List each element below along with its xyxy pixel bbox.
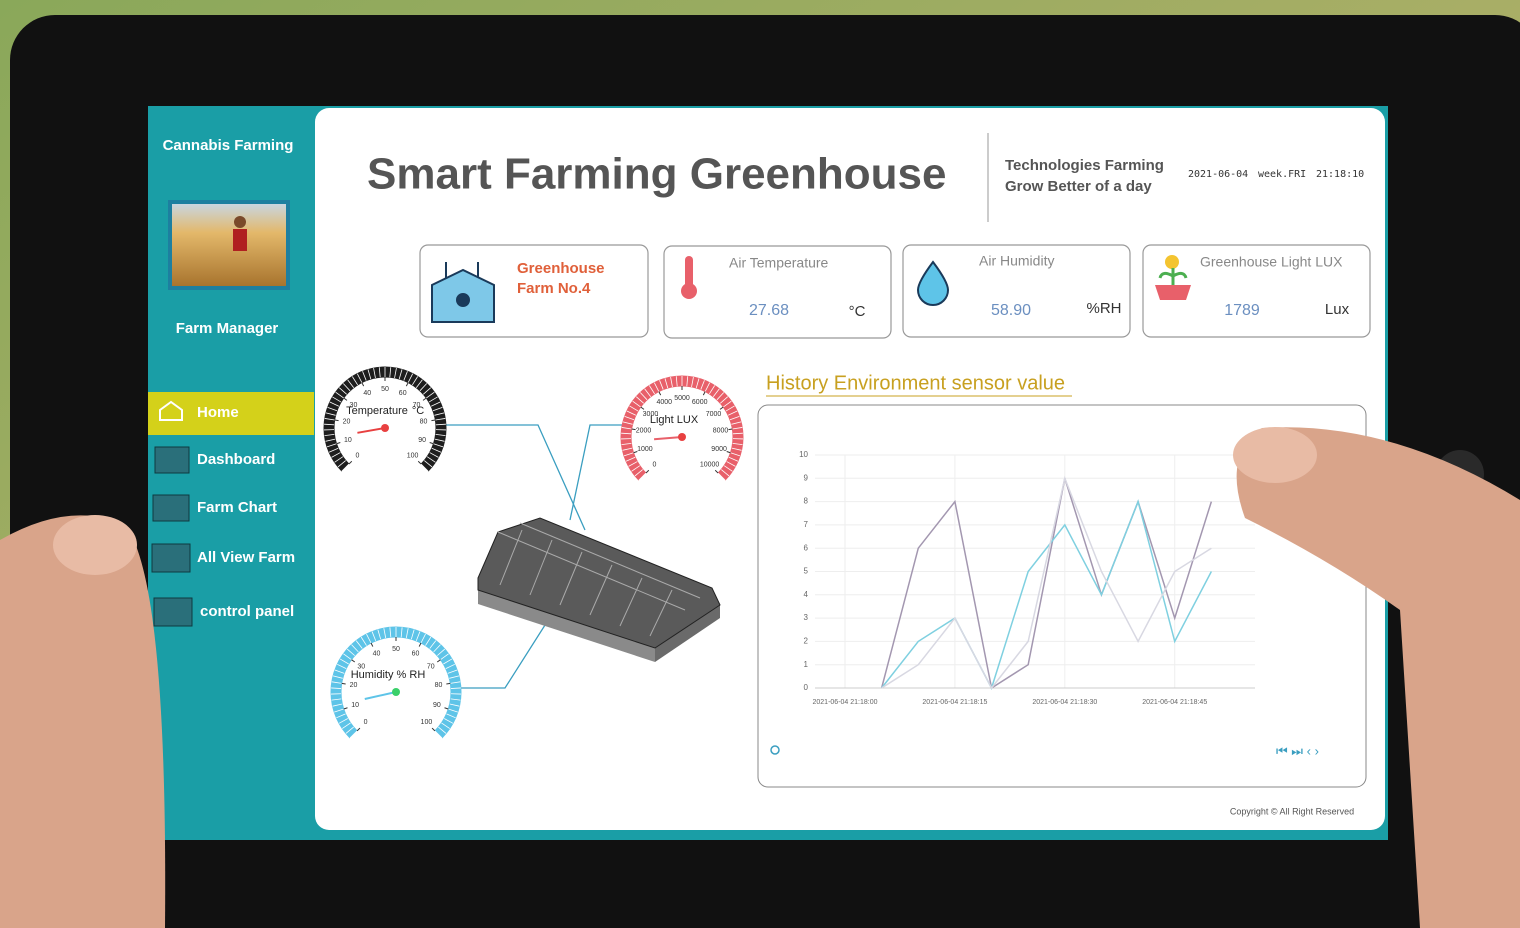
gauge-tick-label: 1000 xyxy=(637,446,653,453)
sun-icon xyxy=(1165,255,1179,269)
gauge-tick-label: 20 xyxy=(350,682,358,689)
gauge-tick xyxy=(431,420,435,421)
card-unit: °C xyxy=(849,303,866,320)
page: Cannabis Farming Farm Manager Home Dashb… xyxy=(0,0,1520,928)
x-tick-label: 2021-06-04 21:18:45 xyxy=(1142,699,1207,706)
card-subtitle: Farm No.4 xyxy=(517,280,591,297)
brand: Cannabis Farming xyxy=(163,137,294,154)
gauge-hub xyxy=(392,688,400,696)
gauge-tick-label: 10 xyxy=(344,437,352,444)
gauge-tick xyxy=(342,683,346,684)
menu-icon xyxy=(153,495,189,521)
card-label: Air Humidity xyxy=(979,253,1054,269)
gauge-tick-label: 90 xyxy=(433,702,441,709)
gauge-tick-label: 5000 xyxy=(674,395,690,402)
gauge-tick xyxy=(446,683,450,684)
farmer-head xyxy=(234,216,246,228)
card-unit: Lux xyxy=(1325,301,1350,318)
menu-item[interactable]: Dashboard xyxy=(197,451,275,468)
gauge-title: Temperature xyxy=(346,405,408,417)
gauge-hub xyxy=(678,433,686,441)
gauge-tick-label: 60 xyxy=(412,651,420,658)
thumbnail xyxy=(1233,427,1317,483)
gauge-tick-label: 60 xyxy=(399,390,407,397)
pot-icon xyxy=(1155,285,1191,300)
gauge-tick-label: 20 xyxy=(343,419,351,426)
y-tick-label: 6 xyxy=(804,543,809,552)
y-tick-label: 9 xyxy=(804,473,809,482)
gauge-tick-label: 0 xyxy=(364,719,368,726)
time: 21:18:10 xyxy=(1316,169,1364,180)
y-tick-label: 2 xyxy=(804,637,809,646)
menu-icon xyxy=(152,544,190,572)
menu-icon xyxy=(155,447,189,473)
y-tick-label: 0 xyxy=(804,683,809,692)
gauge-tick-label: 80 xyxy=(420,419,428,426)
y-tick-label: 1 xyxy=(804,660,809,669)
gauge-tick-label: 8000 xyxy=(713,428,729,435)
y-tick-label: 3 xyxy=(804,613,809,622)
slogan: Technologies Farming xyxy=(1005,157,1164,174)
menu-item[interactable]: Farm Chart xyxy=(197,499,277,516)
gauge-tick-label: 9000 xyxy=(711,446,727,453)
y-tick-label: 4 xyxy=(804,590,809,599)
y-tick-label: 8 xyxy=(804,497,809,506)
gauge-tick-label: 70 xyxy=(427,664,435,671)
card-label: Air Temperature xyxy=(729,255,829,271)
card-unit: %RH xyxy=(1086,300,1121,317)
gauge-tick-label: 50 xyxy=(381,386,389,393)
slogan: Grow Better of a day xyxy=(1005,178,1152,195)
gauge-tick-label: 10000 xyxy=(700,461,720,468)
card-value: 1789 xyxy=(1224,302,1260,319)
menu-icon xyxy=(154,598,192,626)
gauge-tick-label: 80 xyxy=(435,682,443,689)
pager-icons[interactable]: ⏮ ⏭ ‹ › xyxy=(1276,743,1319,758)
page-title: Smart Farming Greenhouse xyxy=(367,150,946,199)
x-tick-label: 2021-06-04 21:18:15 xyxy=(922,699,987,706)
date: 2021-06-04 xyxy=(1188,169,1248,180)
menu-item[interactable]: Home xyxy=(197,404,239,421)
farmer-body xyxy=(233,229,247,251)
menu-item[interactable]: All View Farm xyxy=(197,549,295,566)
gauge-tick-label: 10 xyxy=(351,702,359,709)
thumbnail xyxy=(53,515,137,575)
weekday: week.FRI xyxy=(1258,169,1306,180)
gauge-tick-label: 50 xyxy=(392,646,400,653)
gauge-tick-label: 7000 xyxy=(706,411,722,418)
gauge-tick-label: 40 xyxy=(373,651,381,658)
gauge-tick-label: 100 xyxy=(407,452,419,459)
gauge-tick-label: 0 xyxy=(652,461,656,468)
card-title: Greenhouse xyxy=(517,260,605,277)
gauge-tick xyxy=(335,420,339,421)
user-name: Farm Manager xyxy=(176,320,279,337)
gauge-tick xyxy=(728,429,732,430)
chart-title: History Environment sensor value xyxy=(766,372,1065,394)
gauge-tick-label: 90 xyxy=(418,437,426,444)
gauge-tick-label: 2000 xyxy=(636,428,652,435)
gauge-unit: °C xyxy=(412,405,424,417)
farmer-photo xyxy=(172,204,286,286)
gauge-title: Light LUX xyxy=(650,414,699,426)
gauge-tick-label: 6000 xyxy=(692,399,708,406)
y-tick-label: 5 xyxy=(804,567,809,576)
menu-item[interactable]: control panel xyxy=(200,603,294,620)
card-label: Greenhouse Light LUX xyxy=(1200,254,1343,270)
gauge-tick-label: 0 xyxy=(355,452,359,459)
y-tick-label: 10 xyxy=(799,450,808,459)
gauge-tick-label: 40 xyxy=(363,390,371,397)
card-value: 27.68 xyxy=(749,302,789,319)
y-tick-label: 7 xyxy=(804,520,809,529)
gauge-hub xyxy=(381,424,389,432)
thermometer-bulb xyxy=(681,283,697,299)
copyright: Copyright © All Right Reserved xyxy=(1230,806,1354,816)
gauge-title: Humidity % RH xyxy=(351,669,426,681)
gauge-tick-label: 4000 xyxy=(657,399,673,406)
card-value: 58.90 xyxy=(991,302,1031,319)
gauge-tick-label: 100 xyxy=(421,719,433,726)
x-tick-label: 2021-06-04 21:18:30 xyxy=(1032,699,1097,706)
x-tick-label: 2021-06-04 21:18:00 xyxy=(813,699,878,706)
